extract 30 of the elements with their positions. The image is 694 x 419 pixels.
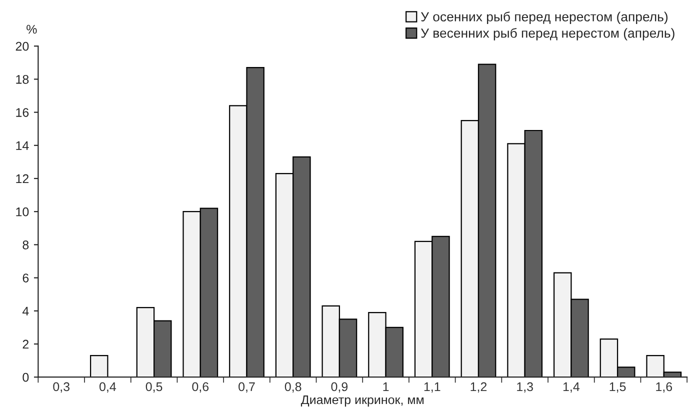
y-tick-label: 8 [22, 240, 29, 250]
y-tick-label: 14 [16, 141, 29, 150]
x-tick-label: 1,6 [656, 382, 672, 393]
x-tick-label: 0,7 [238, 382, 255, 393]
x-tick-label: 0,8 [284, 382, 302, 393]
y-tick-label: 0 [22, 372, 29, 382]
y-tick-label: 16 [16, 108, 29, 117]
y-tick-label: 20 [16, 42, 29, 51]
x-tick-label: 0,9 [331, 382, 348, 393]
x-tick-label: 0,3 [53, 382, 70, 393]
y-tick-label: 4 [22, 306, 29, 316]
x-tick-label: 1,3 [517, 382, 533, 393]
bar [90, 355, 108, 378]
x-axis-title: Диаметр икринок, мм [300, 395, 424, 407]
legend-label: У весенних рыб перед нерестом (апрель) [420, 28, 674, 40]
x-tick-label: 1,4 [563, 382, 580, 393]
x-tick-label: 0,4 [99, 382, 116, 393]
x-tick-label: 1,2 [470, 382, 487, 393]
y-tick-label: 2 [22, 340, 29, 349]
x-tick-label: 0,5 [146, 382, 162, 393]
x-tick-label: 1 [383, 382, 389, 392]
y-tick-label: 18 [16, 74, 29, 84]
legend-label: У осенних рыб перед нерестом (апрель) [420, 12, 668, 24]
y-tick-label: 12 [16, 174, 29, 184]
x-tick-label: 0,6 [192, 382, 209, 393]
x-tick-label: 1,1 [424, 382, 440, 393]
y-tick-label: 10 [16, 207, 29, 216]
y-tick-label: 6 [22, 274, 29, 282]
x-tick-label: 1,5 [610, 382, 626, 393]
y-axis-title: % [26, 24, 37, 34]
